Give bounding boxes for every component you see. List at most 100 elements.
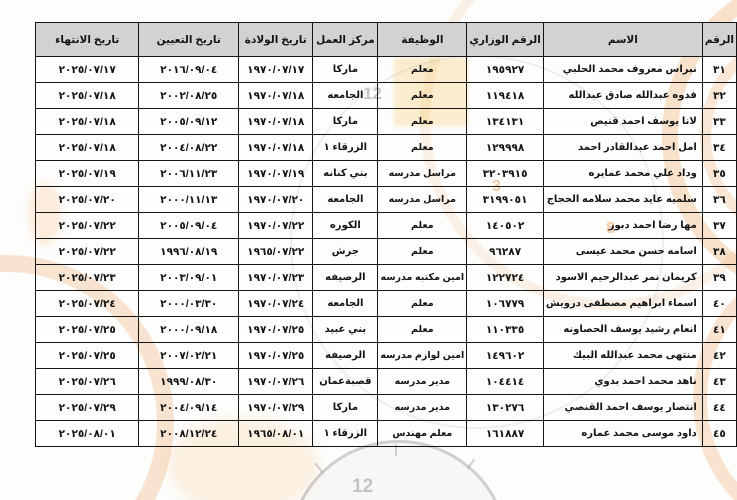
cell-seq: ٤١ xyxy=(701,316,737,343)
cell-seq: ٣٢ xyxy=(701,82,737,109)
cell-ministry_number: ٣١٩٩٠٥١ xyxy=(466,186,544,213)
cell-name: فدوه عبدالله صادق عبدالله xyxy=(542,82,703,109)
cell-end_date: ٢٠٢٥/٠٧/١٧ xyxy=(34,56,140,83)
cell-work_center: بني كنانه xyxy=(312,160,379,187)
cell-name: امل احمد عبدالقادر احمد xyxy=(542,134,703,161)
cell-work_center: ماركا xyxy=(312,108,379,135)
table-body: ٣١ نبراس معروف محمد الحلبي ١٩٥٩٢٧ معلم ماركا… xyxy=(34,56,737,447)
table-row: ٣٥ وداد علي محمد عمايره ٣٢٠٣٩١٥ مراسل مدرسه… xyxy=(34,160,737,187)
cell-name: انعام رشيد يوسف الحصاونه xyxy=(542,316,703,343)
cell-seq: ٣٩ xyxy=(701,264,737,291)
cell-birth_date: ١٩٧٠/٠٧/٢٢ xyxy=(238,212,314,239)
cell-end_date: ٢٠٢٥/٠٧/٢٩ xyxy=(34,394,140,421)
cell-appointment_date: ٢٠٠٧/٠٢/٢١ xyxy=(138,342,240,369)
clock-tick-mark xyxy=(314,462,324,474)
cell-work_center: الكوره xyxy=(312,212,379,239)
cell-name: اسماء ابراهيم مصطفى درويش xyxy=(542,290,703,317)
table-row: ٣٤ امل احمد عبدالقادر احمد ١٢٩٩٩٨ معلم الزرق… xyxy=(34,134,737,161)
cell-birth_date: ١٩٧٠/٠٧/٢٥ xyxy=(238,342,314,369)
cell-end_date: ٢٠٢٥/٠٧/١٨ xyxy=(34,82,140,109)
cell-end_date: ٢٠٢٥/٠٧/١٩ xyxy=(34,160,140,187)
cell-appointment_date: ٢٠١٦/٠٩/٠٤ xyxy=(138,56,240,83)
cell-ministry_number: ١٣٤١٣١ xyxy=(466,108,544,135)
cell-name: منتهى محمد عبدالله البيك xyxy=(542,342,703,369)
cell-seq: ٣٧ xyxy=(701,212,737,239)
cell-job: معلم xyxy=(377,134,468,161)
clock-circle-watermark xyxy=(288,440,509,500)
cell-appointment_date: ٢٠٠٣/٠٩/٠١ xyxy=(138,264,240,291)
table-row: ٣٦ سلميه عايد محمد سلامه الحجاج ٣١٩٩٠٥١ مرا… xyxy=(34,186,737,213)
cell-ministry_number: ١٦١٨٨٧ xyxy=(466,420,544,447)
cell-end_date: ٢٠٢٥/٠٧/٢٥ xyxy=(34,342,140,369)
cell-appointment_date: ٢٠٠٥/٠٩/١٢ xyxy=(138,108,240,135)
cell-ministry_number: ١١٩٤١٨ xyxy=(466,82,544,109)
cell-appointment_date: ٢٠٠٢/٠٨/٢٥ xyxy=(138,82,240,109)
cell-end_date: ٢٠٢٥/٠٧/٢٠ xyxy=(34,186,140,213)
cell-name: لانا يوسف احمد قنيص xyxy=(542,108,703,135)
cell-job: امين مكتبه مدرسه xyxy=(377,264,468,291)
cell-work_center: الجامعه xyxy=(312,290,379,317)
cell-ministry_number: ١٢٩٩٩٨ xyxy=(466,134,544,161)
table-row: ٤٤ انتصار يوسف احمد القنصي ١٣٠٢٧٦ مدير مدرس… xyxy=(34,394,737,421)
cell-work_center: ماركا xyxy=(312,56,379,83)
cell-work_center: الرصيفه xyxy=(312,342,379,369)
cell-job: معلم xyxy=(377,212,468,239)
cell-name: انتصار يوسف احمد القنصي xyxy=(542,394,703,421)
cell-appointment_date: ٢٠٠٠/١١/١٣ xyxy=(138,186,240,213)
cell-ministry_number: ١٤٠٥٠٢ xyxy=(466,212,544,239)
cell-ministry_number: ١١٠٣٣٥ xyxy=(466,316,544,343)
table-row: ٤٣ ناهد محمد احمد بدوي ١٠٤٤١٤ مدير مدرسه قصب… xyxy=(34,368,737,395)
cell-birth_date: ١٩٧٠/٠٧/٢٦ xyxy=(238,368,314,395)
cell-name: داود موسى محمد عماره xyxy=(542,420,703,447)
table-row: ٣٢ فدوه عبدالله صادق عبدالله ١١٩٤١٨ معلم الج… xyxy=(34,82,737,109)
cell-work_center: ماركا xyxy=(312,394,379,421)
cell-ministry_number: ٣٢٠٣٩١٥ xyxy=(466,160,544,187)
cell-seq: ٤٢ xyxy=(701,342,737,369)
cell-job: معلم مهندس xyxy=(377,420,468,447)
cell-name: مها رضا احمد دبور xyxy=(542,212,703,239)
column-header-work_center: مركز العمل xyxy=(312,22,379,57)
cell-end_date: ٢٠٢٥/٠٧/٢٦ xyxy=(34,368,140,395)
cell-work_center: الرصيفه xyxy=(312,264,379,291)
employees-table: الرقم الاسم الرقم الوزاري الوظيفة مركز العمل… xyxy=(34,22,737,447)
cell-job: معلم xyxy=(377,238,468,265)
clock-tick-mark xyxy=(466,458,476,470)
table-row: ٤١ انعام رشيد يوسف الحصاونه ١١٠٣٣٥ معلم بني … xyxy=(34,316,737,343)
cell-seq: ٤٠ xyxy=(701,290,737,317)
cell-birth_date: ١٩٧٠/٠٧/٢٣ xyxy=(238,264,314,291)
table-row: ٣٧ مها رضا احمد دبور ١٤٠٥٠٢ معلم الكوره ١٩٧٠/… xyxy=(34,212,737,239)
cell-seq: ٣٨ xyxy=(701,238,737,265)
cell-end_date: ٢٠٢٥/٠٨/٠١ xyxy=(34,420,140,447)
cell-job: مدير مدرسه xyxy=(377,368,468,395)
cell-appointment_date: ١٩٩٦/٠٨/١٩ xyxy=(138,238,240,265)
cell-job: مراسل مدرسه xyxy=(377,186,468,213)
cell-job: معلم xyxy=(377,316,468,343)
cell-birth_date: ١٩٧٠/٠٧/١٩ xyxy=(238,160,314,187)
cell-birth_date: ١٩٧٠/٠٧/١٨ xyxy=(238,108,314,135)
cell-appointment_date: ٢٠٠٠/٠٣/٣٠ xyxy=(138,290,240,317)
column-header-ministry_number: الرقم الوزاري xyxy=(466,22,544,57)
cell-ministry_number: ١٢٢٧٢٤ xyxy=(466,264,544,291)
cell-job: معلم xyxy=(377,108,468,135)
cell-end_date: ٢٠٢٥/٠٧/٢٢ xyxy=(34,238,140,265)
table-row: ٣٣ لانا يوسف احمد قنيص ١٣٤١٣١ معلم ماركا ١٩٧٠… xyxy=(34,108,737,135)
cell-end_date: ٢٠٢٥/٠٧/٢٣ xyxy=(34,264,140,291)
cell-name: اسامه حسن محمد عيسى xyxy=(542,238,703,265)
cell-appointment_date: ٢٠٠٦/١١/٢٣ xyxy=(138,160,240,187)
cell-appointment_date: ٢٠٠٨/١٢/٢٤ xyxy=(138,420,240,447)
column-header-seq: الرقم xyxy=(701,22,737,57)
cell-ministry_number: ١٤٩٦٠٢ xyxy=(466,342,544,369)
cell-end_date: ٢٠٢٥/٠٧/٢٤ xyxy=(34,290,140,317)
table-row: ٣٩ كريمان نمر عبدالرحيم الاسود ١٢٢٧٢٤ امين … xyxy=(34,264,737,291)
cell-birth_date: ١٩٧٠/٠٧/١٧ xyxy=(238,56,314,83)
cell-name: ناهد محمد احمد بدوي xyxy=(542,368,703,395)
cell-ministry_number: ١٠٦٧٧٩ xyxy=(466,290,544,317)
cell-appointment_date: ٢٠٠٠/٠٩/١٨ xyxy=(138,316,240,343)
cell-birth_date: ١٩٧٠/٠٧/٢٩ xyxy=(238,394,314,421)
column-header-birth_date: تاريخ الولادة xyxy=(238,22,314,57)
cell-ministry_number: ١٠٤٤١٤ xyxy=(466,368,544,395)
cell-end_date: ٢٠٢٥/٠٧/٢٢ xyxy=(34,212,140,239)
cell-seq: ٣٦ xyxy=(701,186,737,213)
cell-work_center: قصبةعمان xyxy=(312,368,379,395)
cell-birth_date: ١٩٦٥/٠٧/٢٢ xyxy=(238,238,314,265)
